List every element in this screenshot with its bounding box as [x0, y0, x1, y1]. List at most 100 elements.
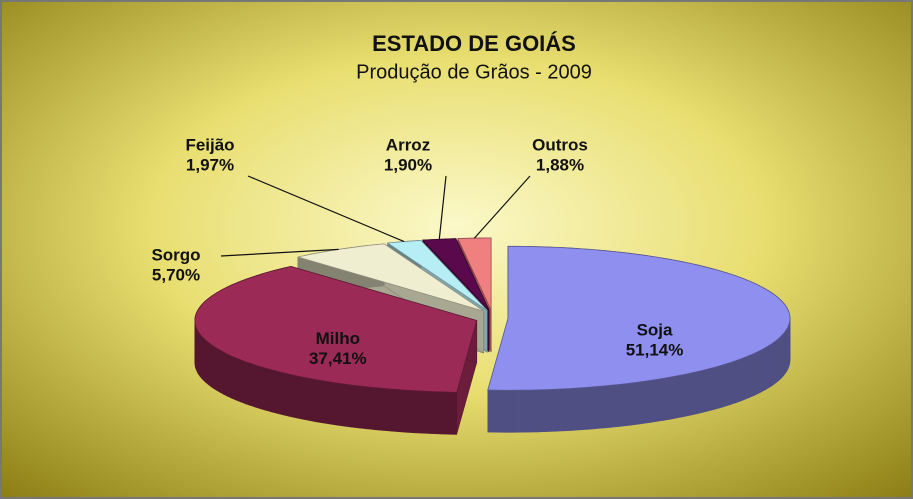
slice-side	[529, 389, 539, 433]
slice-side	[708, 367, 715, 412]
slice-side	[271, 369, 278, 414]
slice-side	[587, 386, 596, 430]
slice-side	[249, 362, 256, 408]
slice-side	[487, 389, 497, 433]
chart-title: ESTADO DE GOIÁS	[372, 31, 576, 56]
slice-side	[447, 391, 458, 435]
slice-side	[761, 347, 766, 393]
slice-side	[223, 351, 228, 397]
slice-side	[725, 362, 732, 407]
slice-side	[595, 385, 604, 430]
data-label: 37,41%	[309, 349, 367, 368]
slice-side	[359, 385, 368, 430]
slice-side	[295, 375, 303, 420]
slice-side	[696, 370, 703, 415]
slice-side	[289, 374, 297, 419]
slice-side	[683, 372, 691, 417]
slice-side	[744, 354, 750, 400]
data-label-name: Feijão	[185, 135, 234, 154]
slice-side	[655, 378, 664, 422]
slice-side	[390, 388, 400, 433]
slice-side	[205, 339, 209, 386]
slice-side	[662, 376, 671, 421]
slice-side	[520, 389, 531, 433]
data-label-name: Outros	[532, 135, 588, 154]
slice-side	[749, 353, 755, 398]
slice-side	[689, 371, 697, 416]
data-label: 1,90%	[384, 155, 432, 174]
slice-side	[203, 337, 207, 384]
slice-side	[283, 372, 290, 417]
slice-side	[244, 361, 251, 406]
slice-side	[495, 389, 505, 433]
slice-side	[366, 386, 376, 431]
slice-side	[308, 378, 317, 423]
slice-side	[351, 384, 360, 429]
slice-side	[336, 382, 345, 427]
data-label-name: Soja	[637, 321, 673, 340]
data-label: 5,70%	[152, 265, 200, 284]
slice-side	[227, 353, 232, 399]
slice-side	[633, 381, 642, 426]
slice-side	[231, 355, 237, 401]
slice-side	[260, 366, 267, 411]
data-label: 51,14%	[626, 341, 684, 360]
slice-side	[240, 359, 246, 405]
slice-side	[740, 356, 746, 402]
chart-subtitle: Produção de Grãos - 2009	[356, 61, 592, 83]
slice	[194, 265, 478, 393]
slice-side	[771, 341, 775, 387]
data-label-name: Sorgo	[151, 245, 200, 264]
slice-side	[669, 375, 678, 420]
slice-side	[254, 364, 261, 410]
slice-side	[302, 376, 310, 421]
slice-side	[315, 379, 324, 424]
leader-line	[473, 175, 531, 239]
slice	[421, 238, 490, 311]
slice-side	[213, 345, 218, 392]
slice-side	[753, 351, 759, 397]
slice-side	[702, 368, 709, 413]
slice-side	[439, 391, 449, 435]
slice-side	[618, 383, 627, 427]
slice-side	[764, 345, 769, 391]
slice-side	[562, 388, 572, 432]
slice-side	[714, 365, 721, 410]
slice-side	[768, 343, 772, 389]
slice-side	[329, 381, 338, 426]
slice-side	[414, 390, 424, 434]
slice-side	[398, 389, 408, 433]
slice-side	[648, 379, 657, 423]
data-label-name: Milho	[316, 329, 360, 348]
slice-side	[431, 391, 441, 435]
slice-side	[757, 349, 762, 395]
slice-side	[546, 388, 556, 432]
slice-side	[735, 358, 741, 404]
leader-line	[220, 248, 339, 257]
slice-side	[602, 384, 612, 429]
slice-side	[570, 387, 580, 431]
slice-side	[774, 339, 778, 385]
data-label-name: Arroz	[386, 135, 430, 154]
slice-side	[776, 337, 780, 383]
slice-side	[265, 367, 272, 413]
slice-side	[207, 341, 212, 388]
slice-side	[235, 357, 241, 403]
slice-side	[382, 388, 392, 432]
slice-side	[779, 334, 782, 381]
slice-side	[730, 360, 737, 405]
slice-side	[512, 389, 522, 433]
slice-side	[537, 389, 547, 433]
slice-side	[641, 380, 650, 425]
slice-side	[504, 389, 514, 433]
slice-side	[277, 371, 284, 416]
slice	[297, 243, 485, 312]
slice-side	[578, 387, 588, 431]
slice-side	[423, 390, 433, 434]
slice-side	[626, 382, 635, 426]
slice-side	[220, 349, 225, 395]
data-label: 1,88%	[536, 155, 584, 174]
slice-side	[374, 387, 384, 431]
slice-side	[406, 389, 416, 434]
